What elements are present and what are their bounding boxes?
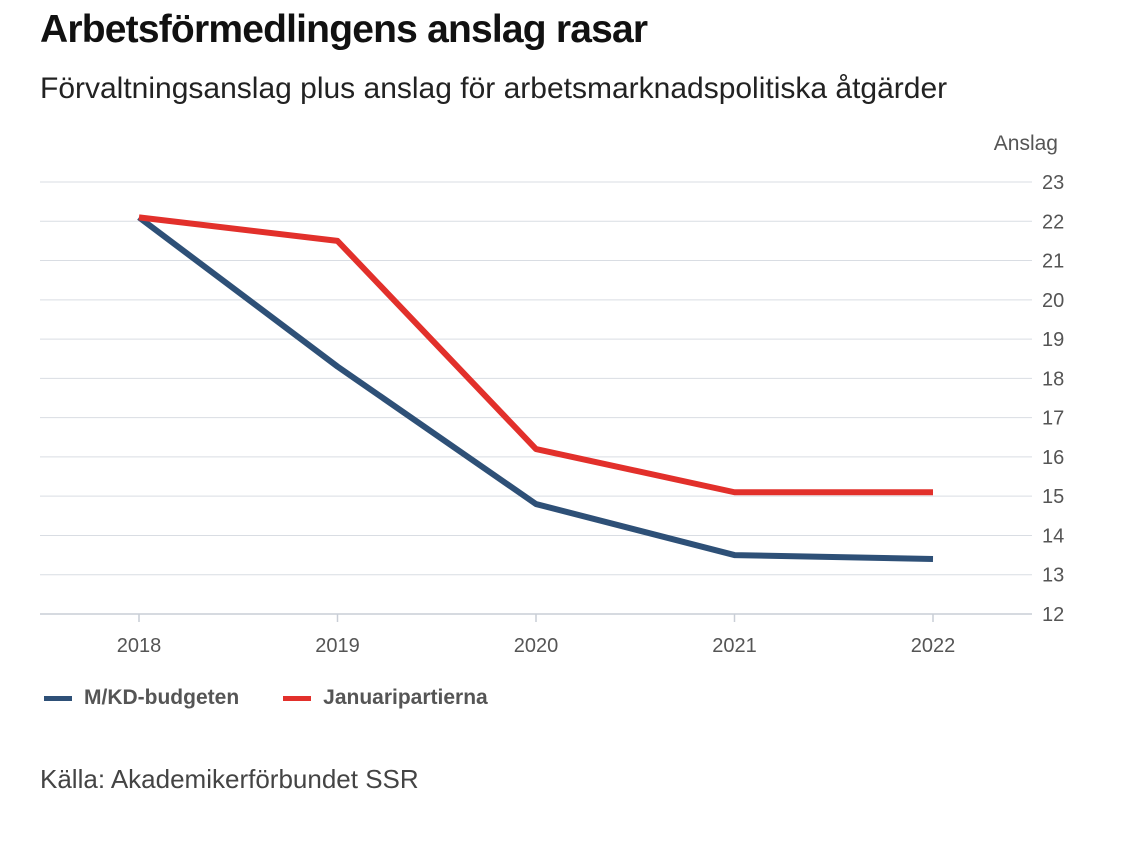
source-note: Källa: Akademikerförbundet SSR bbox=[40, 764, 419, 794]
y-tick-label-14: 14 bbox=[1042, 525, 1064, 547]
y-tick-label-13: 13 bbox=[1042, 565, 1064, 587]
legend-swatch-mkd bbox=[44, 695, 72, 701]
legend-label-mkd: M/KD-budgeten bbox=[84, 686, 240, 709]
y-tick-label-19: 19 bbox=[1042, 329, 1064, 351]
legend-swatch-januari bbox=[283, 695, 312, 701]
y-tick-label-20: 20 bbox=[1042, 290, 1064, 312]
chart-subtitle: Förvaltningsanslag plus anslag för arbet… bbox=[40, 72, 948, 105]
y-tick-label-18: 18 bbox=[1042, 368, 1064, 390]
y-tick-label-12: 12 bbox=[1042, 604, 1064, 626]
legend-label-januari: Januaripartierna bbox=[323, 686, 488, 709]
y-tick-label-17: 17 bbox=[1042, 408, 1064, 430]
legend: M/KD-budgeten Januaripartierna bbox=[44, 686, 532, 710]
y-axis-label: Anslag bbox=[994, 132, 1058, 155]
y-tick-label-21: 21 bbox=[1042, 251, 1064, 273]
series-lines bbox=[137, 214, 934, 563]
legend-item-mkd: M/KD-budgeten bbox=[44, 686, 239, 710]
series-line-0 bbox=[137, 214, 934, 563]
y-tick-label-16: 16 bbox=[1042, 447, 1064, 469]
legend-item-januari: Januaripartierna bbox=[283, 686, 488, 710]
y-tick-label-23: 23 bbox=[1042, 172, 1064, 194]
chart-title: Arbetsförmedlingens anslag rasar bbox=[40, 8, 648, 51]
x-tick-label-2022: 2022 bbox=[911, 635, 956, 657]
x-tick-label-2021: 2021 bbox=[712, 635, 757, 657]
gridlines bbox=[40, 181, 1032, 615]
x-tick-label-2019: 2019 bbox=[315, 635, 360, 657]
y-tick-label-15: 15 bbox=[1042, 486, 1064, 508]
series-line-1 bbox=[138, 214, 933, 496]
x-tick-label-2018: 2018 bbox=[117, 635, 162, 657]
x-tick-label-2020: 2020 bbox=[514, 635, 559, 657]
y-tick-label-22: 22 bbox=[1042, 211, 1064, 233]
